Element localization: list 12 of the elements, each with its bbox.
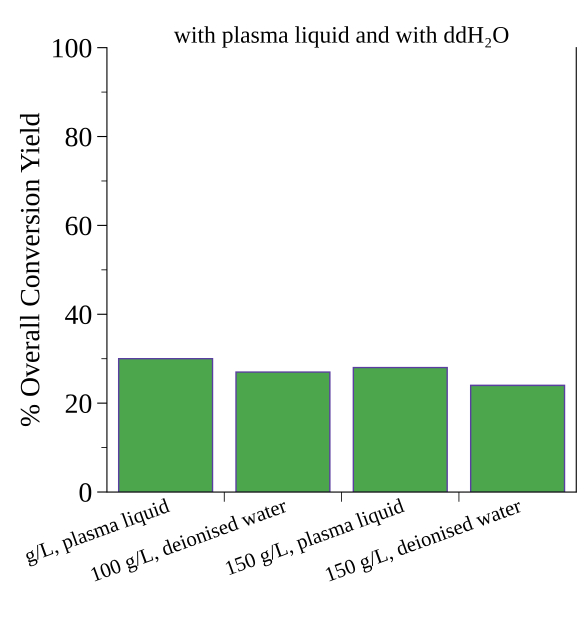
y-tick-label: 80 <box>66 128 92 146</box>
y-tick-label: 40 <box>65 305 92 324</box>
bar <box>118 358 214 492</box>
bar <box>235 371 331 492</box>
y-tick-label: 20 <box>66 394 92 414</box>
y-tick-label: 100 <box>53 38 92 58</box>
y-axis-title: % Overall Conversion Yield <box>20 112 40 426</box>
bar <box>352 366 448 492</box>
chart-title: with plasma liquid and with ddH₂O <box>174 26 508 48</box>
y-tick-label: 60 <box>66 216 92 236</box>
bar <box>470 384 566 492</box>
y-tick-label: 0 <box>80 483 92 502</box>
